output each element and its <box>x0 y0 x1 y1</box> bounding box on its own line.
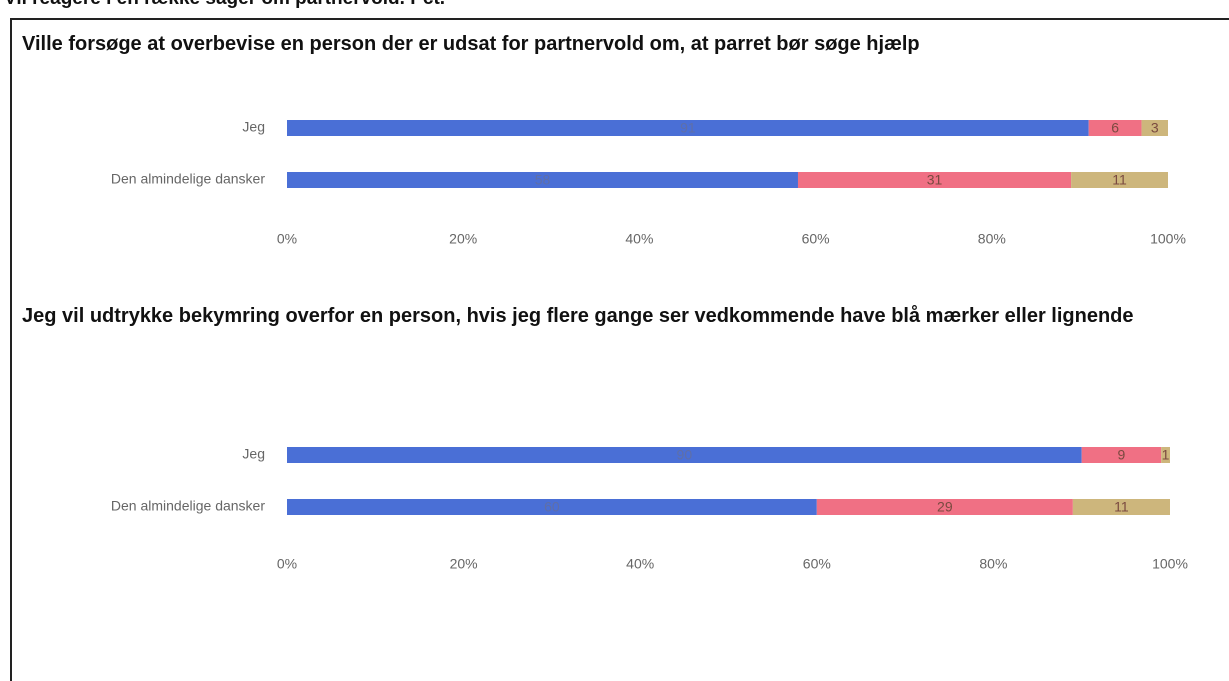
bar-segment <box>1161 447 1170 463</box>
frame <box>10 18 1229 681</box>
chart-title: Ville forsøge at overbevise en person de… <box>22 33 920 55</box>
x-tick-label: 80% <box>978 231 1006 247</box>
x-tick-label: 40% <box>625 231 653 247</box>
x-tick-label: 60% <box>802 231 830 247</box>
data-label: 58 <box>535 172 551 188</box>
data-label: 29 <box>937 499 953 515</box>
data-label: 90 <box>677 447 693 463</box>
x-tick-label: 40% <box>626 556 654 572</box>
data-label: 11 <box>1112 172 1127 188</box>
bar-segment <box>287 172 798 188</box>
chart: 0% 20% 40% 60% 80% 100% Jeg 91 6 3 Den almindelige… <box>111 119 1186 247</box>
page-header: Vil reagere i en række sager om partnerv… <box>4 0 445 10</box>
bar-segment <box>1088 120 1142 136</box>
x-tick-label: 100% <box>1150 231 1186 247</box>
x-tick-label: 60% <box>803 556 831 572</box>
x-tick-label: 80% <box>979 556 1007 572</box>
data-label: 3 <box>1151 120 1159 136</box>
chart-title: Jeg vil udtrykke bekymring overfor en pe… <box>22 305 1134 327</box>
data-label: 6 <box>1111 120 1119 136</box>
bar-segment <box>1081 447 1162 463</box>
data-label: 91 <box>680 120 696 136</box>
x-tick-label: 0% <box>277 556 297 572</box>
y-tick-label: Jeg <box>242 446 265 462</box>
bar-segment <box>287 120 1089 136</box>
bar-segment <box>797 172 1072 188</box>
bar-segment <box>816 499 1073 515</box>
x-tick-label: 100% <box>1152 556 1188 572</box>
data-label: 9 <box>1118 447 1126 463</box>
data-label: 11 <box>1114 499 1129 515</box>
data-label: 60 <box>544 499 560 515</box>
x-tick-label: 20% <box>449 231 477 247</box>
y-tick-label: Jeg <box>242 119 265 135</box>
data-label: 31 <box>927 172 943 188</box>
data-label: 1 <box>1162 447 1170 463</box>
bar-segment <box>1072 499 1170 515</box>
y-tick-label: Den almindelige dansker <box>111 171 265 187</box>
y-tick-label: Den almindelige dansker <box>111 498 265 514</box>
bar-segment <box>287 499 817 515</box>
bar-segment <box>1071 172 1168 188</box>
bar-segment <box>1141 120 1168 136</box>
chart: 0% 20% 40% 60% 80% 100% Jeg 90 9 1 Den almindelige… <box>111 446 1188 572</box>
bar-segment <box>287 447 1082 463</box>
x-tick-label: 20% <box>450 556 478 572</box>
x-tick-label: 0% <box>277 231 297 247</box>
